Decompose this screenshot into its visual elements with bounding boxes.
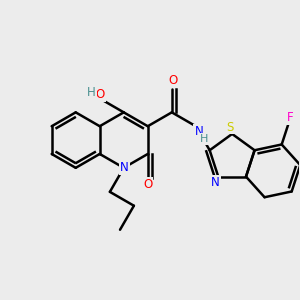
Text: S: S	[226, 121, 234, 134]
Text: H: H	[87, 86, 96, 99]
Text: F: F	[287, 111, 294, 124]
Text: H: H	[200, 134, 208, 144]
Text: O: O	[143, 178, 152, 191]
Text: N: N	[120, 161, 129, 174]
Text: N: N	[211, 176, 220, 189]
Text: O: O	[168, 74, 177, 87]
Text: O: O	[96, 88, 105, 101]
Text: N: N	[194, 125, 203, 138]
